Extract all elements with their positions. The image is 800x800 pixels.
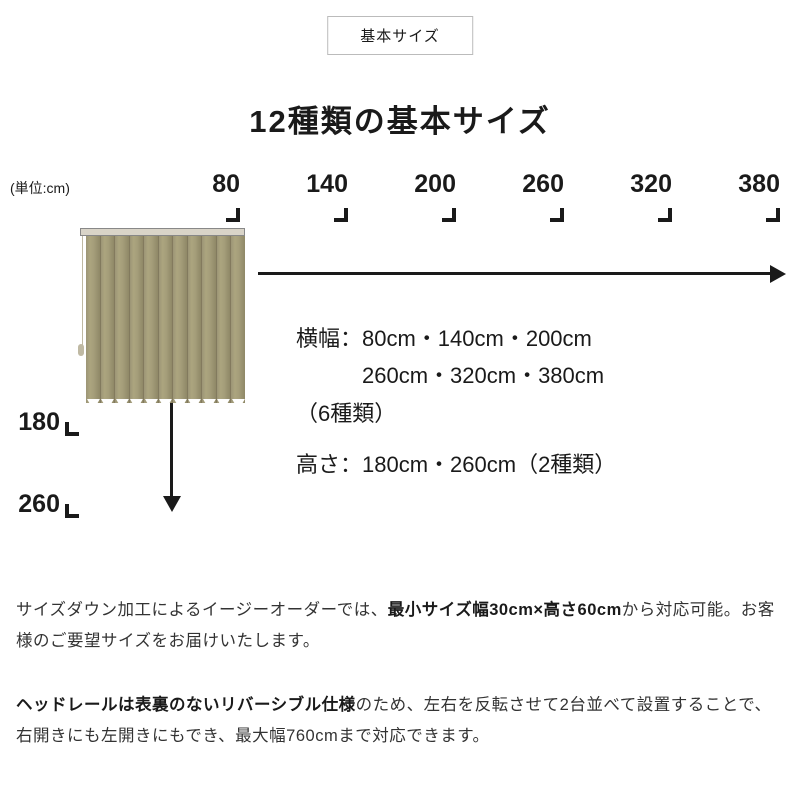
curtain-illustration [80, 228, 245, 403]
width-axis-label: 200 [414, 170, 456, 199]
width-arrow-line [258, 272, 772, 275]
width-axis-tick-icon [550, 208, 564, 222]
spec-height-line: 高さ：180cm・260cm（2種類） [296, 452, 616, 477]
curtain-slat [115, 236, 130, 403]
height-axis-tick-icon [65, 504, 79, 518]
height-axis-label: 180 [18, 408, 60, 437]
paragraph-2: ヘッドレールは表裏のないリバーシブル仕様のため、左右を反転させて2台並べて設置す… [16, 690, 784, 753]
p1-bold: 最小サイズ幅30cm×高さ60cm [388, 601, 622, 619]
width-axis-label: 80 [212, 170, 240, 199]
width-axis-tick-icon [226, 208, 240, 222]
curtain-cord-weight [78, 344, 84, 356]
width-axis-tick-icon [658, 208, 672, 222]
curtain-slat [188, 236, 203, 403]
width-axis-label: 380 [738, 170, 780, 199]
curtain-cord [82, 236, 83, 346]
curtain-slat [231, 236, 245, 403]
curtain-slats [86, 236, 245, 403]
curtain-slat [130, 236, 145, 403]
spec-width: 横幅：80cm・140cm・200cm 260cm・320cm・380cm （6… [296, 320, 604, 432]
arrow-down-icon [163, 496, 181, 512]
paragraph-1: サイズダウン加工によるイージーオーダーでは、最小サイズ幅30cm×高さ60cmか… [16, 595, 784, 658]
curtain-slat [202, 236, 217, 403]
spec-width-count: （6種類） [296, 401, 396, 426]
curtain-slat [144, 236, 159, 403]
width-axis-label: 140 [306, 170, 348, 199]
curtain-slat [101, 236, 116, 403]
arrow-right-icon [770, 265, 786, 283]
height-axis-label: 260 [18, 490, 60, 519]
spec-height: 高さ：180cm・260cm（2種類） [296, 446, 616, 483]
curtain-slat [86, 236, 101, 403]
p2-bold: ヘッドレールは表裏のないリバーシブル仕様 [16, 696, 356, 714]
curtain-headrail [80, 228, 245, 236]
spec-width-line2: 260cm・320cm・380cm [296, 363, 604, 388]
height-axis-tick-icon [65, 422, 79, 436]
curtain-slat [159, 236, 174, 403]
width-axis-label: 320 [630, 170, 672, 199]
curtain-slat [173, 236, 188, 403]
width-axis-tick-icon [766, 208, 780, 222]
p1-pre: サイズダウン加工によるイージーオーダーでは、 [16, 601, 388, 619]
width-axis-tick-icon [442, 208, 456, 222]
spec-width-line1: 横幅：80cm・140cm・200cm [296, 326, 592, 351]
width-axis-tick-icon [334, 208, 348, 222]
curtain-slat [217, 236, 232, 403]
width-axis-label: 260 [522, 170, 564, 199]
